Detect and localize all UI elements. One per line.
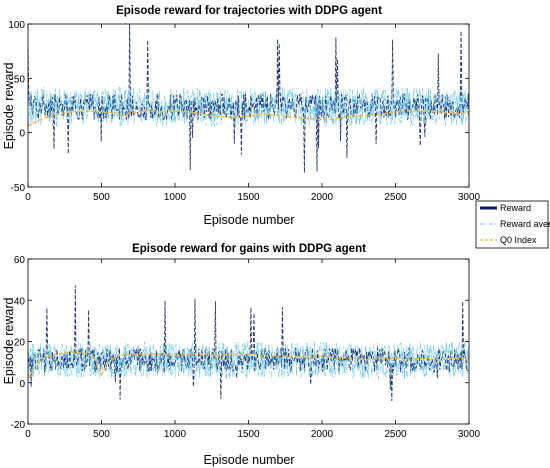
x-tick-label: 2000 bbox=[311, 192, 334, 203]
x-tick-label: 2000 bbox=[311, 429, 334, 440]
y-tick-label: 40 bbox=[14, 296, 26, 307]
x-tick-label: 3000 bbox=[458, 192, 481, 203]
y-tick-label: 0 bbox=[19, 379, 25, 390]
x-axis-label-1: Episode number bbox=[203, 213, 294, 227]
y-axis-label-1: Episode reward bbox=[2, 63, 16, 150]
y-tick-label: -20 bbox=[11, 420, 26, 431]
panel-trajectories: Episode reward for trajectories with DDP… bbox=[2, 5, 481, 227]
legend-label-reward: Reward bbox=[500, 203, 531, 213]
series-q0-index-line bbox=[28, 351, 469, 379]
legend-label-reward-average: Reward average bbox=[500, 219, 550, 229]
series-reward-average-line bbox=[28, 341, 469, 380]
y-axis-label-2: Episode reward bbox=[2, 298, 16, 385]
y-tick-label: -50 bbox=[11, 183, 26, 194]
x-tick-label: 0 bbox=[25, 192, 31, 203]
legend-label-q0-index: Q0 Index bbox=[500, 235, 537, 245]
x-tick-label: 1000 bbox=[164, 192, 187, 203]
series-reward-line bbox=[28, 24, 469, 173]
x-tick-label: 1500 bbox=[237, 192, 260, 203]
x-tick-label: 1000 bbox=[164, 429, 187, 440]
series-reward-average-line bbox=[28, 87, 469, 127]
x-tick-label: 3000 bbox=[458, 429, 481, 440]
y-tick-label: 100 bbox=[8, 20, 25, 31]
legend: Reward Reward average Q0 Index bbox=[475, 200, 550, 249]
x-tick-label: 0 bbox=[25, 429, 31, 440]
x-tick-label: 2500 bbox=[384, 429, 407, 440]
panel-gains: Episode reward for gains with DDPG agent… bbox=[2, 243, 481, 467]
chart-title-2: Episode reward for gains with DDPG agent bbox=[132, 243, 366, 255]
x-tick-label: 500 bbox=[93, 429, 110, 440]
y-tick-label: 50 bbox=[14, 74, 26, 85]
x-tick-label: 2500 bbox=[384, 192, 407, 203]
x-axis-label-2: Episode number bbox=[203, 453, 294, 467]
x-tick-label: 1500 bbox=[237, 429, 260, 440]
y-tick-label: 20 bbox=[14, 338, 26, 349]
y-tick-label: 60 bbox=[14, 255, 26, 266]
series-reward-line bbox=[28, 285, 469, 402]
y-tick-label: 0 bbox=[19, 129, 25, 140]
x-tick-label: 500 bbox=[93, 192, 110, 203]
chart-title-1: Episode reward for trajectories with DDP… bbox=[116, 5, 382, 17]
series-q0-index-line bbox=[28, 110, 469, 127]
